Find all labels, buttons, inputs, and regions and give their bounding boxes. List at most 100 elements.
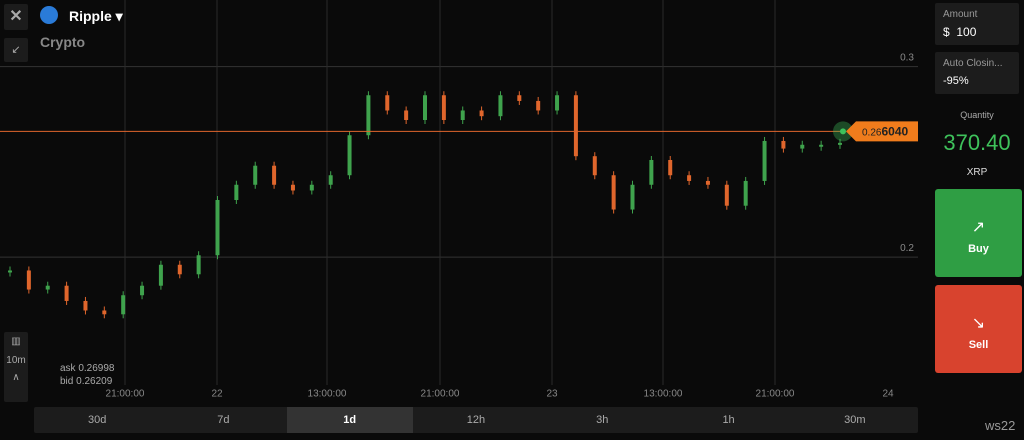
bid-label: bid: [60, 376, 74, 387]
collapse-button[interactable]: ↙: [4, 38, 28, 62]
chart-toolbar: ▥ 10m ∧: [4, 332, 28, 402]
candle: [498, 95, 503, 117]
footer-tag: ws22: [985, 418, 1016, 433]
auto-close: -95%: [943, 75, 969, 87]
candle: [102, 310, 107, 315]
candle: [781, 140, 786, 149]
candle: [460, 110, 465, 120]
ask: ask 0.26998: [44, 362, 115, 375]
candle: [536, 100, 541, 111]
price-prefix: 0.26: [862, 127, 882, 138]
candle: [573, 95, 578, 157]
y-tick-label: 0.3: [900, 52, 914, 63]
candle: [630, 184, 635, 210]
bid: bid 0.26209: [44, 375, 115, 388]
timeframe-bar: [34, 407, 918, 433]
x-tick-label: 24: [882, 389, 894, 400]
quote: ask 0.26998 bid 0.26209: [44, 362, 115, 388]
price-tag: [846, 121, 918, 142]
candle: [555, 95, 560, 111]
candle: [253, 165, 258, 185]
candle: [158, 264, 163, 286]
bid-value: 0.26209: [76, 376, 113, 387]
x-tick-label: 21:00:00: [421, 389, 460, 400]
candle: [328, 175, 333, 185]
candle: [517, 95, 522, 101]
asset-category: Crypto: [40, 34, 86, 50]
candle: [800, 144, 805, 149]
candle: [819, 144, 824, 147]
candle: [83, 300, 88, 311]
x-tick-label: 13:00:00: [644, 389, 683, 400]
timeframe-option[interactable]: 30m: [844, 414, 866, 426]
ask-value: 0.26998: [78, 363, 115, 374]
candle: [687, 175, 692, 181]
timeframe-option[interactable]: 1h: [722, 414, 735, 426]
quantity-label: Quantity: [960, 110, 994, 120]
candle: [479, 110, 484, 117]
y-tick-label: 0.2: [900, 243, 914, 254]
auto-close-field[interactable]: Auto Closin... -95%: [935, 52, 1019, 94]
candle: [404, 110, 409, 120]
candle: [423, 95, 427, 120]
candle: [215, 200, 220, 256]
candle: [290, 184, 295, 191]
ask-label: ask: [60, 363, 76, 374]
toolbar-icon[interactable]: ▥: [11, 336, 21, 347]
sell-button[interactable]: ↘ Sell: [935, 285, 1022, 373]
x-tick-label: 13:00:00: [308, 389, 347, 400]
buy-label: Buy: [968, 243, 989, 255]
candle: [385, 95, 390, 111]
auto-close-label: Auto Closin...: [943, 58, 1003, 69]
buy-button[interactable]: ↗ Buy: [935, 189, 1022, 277]
candle: [668, 160, 673, 176]
unit: XRP: [966, 167, 988, 178]
candle: [45, 285, 50, 290]
draw-button[interactable]: ∧: [12, 372, 20, 383]
candle: [26, 270, 31, 290]
quantity: 370.40: [943, 130, 1011, 155]
sell-label: Sell: [968, 339, 989, 351]
asset-name[interactable]: Ripple ▾: [69, 8, 123, 24]
candle: [196, 255, 201, 275]
timeframe-option[interactable]: 7d: [217, 414, 230, 426]
asset-icon: [40, 6, 58, 24]
currency: $: [943, 25, 950, 39]
timeframe-option[interactable]: 1d: [286, 407, 413, 433]
candle: [8, 270, 12, 273]
candle: [177, 264, 182, 275]
amount-label: Amount: [943, 9, 978, 20]
candle: [441, 95, 446, 120]
x-tick-label: 22: [211, 389, 223, 400]
price-suffix: 6040: [881, 125, 908, 139]
asset-title: Ripple: [69, 8, 112, 24]
candle: [234, 184, 239, 200]
timeframe-option[interactable]: 3h: [596, 414, 609, 426]
candle: [762, 140, 767, 181]
candle: [366, 95, 371, 136]
candle: [272, 165, 277, 185]
timeframe-option[interactable]: 30d: [87, 414, 107, 426]
price-tag-label: 0.266040: [862, 125, 908, 139]
candle: [724, 184, 729, 206]
amount: 100: [956, 25, 977, 39]
candle: [705, 180, 710, 185]
amount-field[interactable]: Amount $ 100: [935, 3, 1019, 45]
candle: [592, 156, 597, 176]
close-button[interactable]: ✕: [4, 4, 28, 30]
candle: [309, 184, 314, 191]
timeframe-option[interactable]: 12h: [466, 414, 486, 426]
candle: [743, 180, 748, 206]
candle: [649, 160, 654, 185]
x-tick-label: 23: [546, 389, 558, 400]
candle: [611, 175, 616, 210]
candle: [121, 295, 126, 315]
candle: [140, 285, 145, 296]
x-tick-label: 21:00:00: [756, 389, 795, 400]
candle: [347, 135, 352, 176]
x-tick-label: 21:00:00: [106, 389, 145, 400]
interval-button[interactable]: 10m: [6, 355, 26, 366]
candle: [838, 142, 842, 145]
candle: [64, 285, 69, 301]
